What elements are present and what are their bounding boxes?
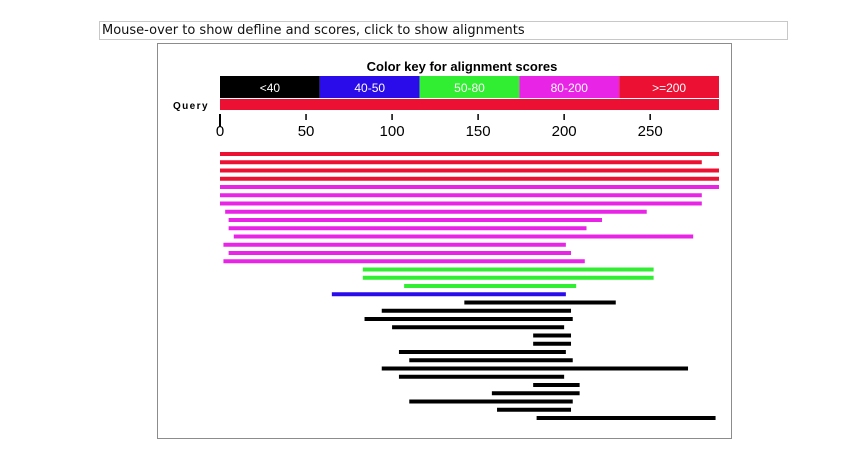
hit-bar-10[interactable] (233, 234, 694, 239)
axis-tick-label-4: 200 (552, 123, 577, 140)
axis-tick-label-0: 0 (216, 123, 224, 140)
legend-swatch-0 (220, 76, 320, 98)
hit-bar-28[interactable] (533, 383, 580, 387)
color-key-title: Color key for alignment scores (367, 59, 558, 74)
hit-bar-12[interactable] (228, 251, 572, 255)
alignment-graphic-frame: Color key for alignment scores <40 40-50 5… (157, 43, 732, 439)
axis-tick-label-5: 250 (638, 123, 663, 140)
hit-bar-20[interactable] (364, 317, 573, 321)
legend-label-1: 40-50 (354, 81, 385, 95)
legend-label-0: <40 (260, 81, 281, 95)
hit-bar-25[interactable] (409, 358, 573, 363)
hit-bar-19[interactable] (381, 308, 572, 313)
hit-bar-15[interactable] (362, 275, 654, 280)
legend-label-4: >=200 (652, 81, 686, 95)
hit-bar-26[interactable] (381, 366, 689, 371)
legend-swatch-3 (519, 76, 620, 98)
axis-tick-label-2: 100 (380, 123, 405, 140)
query-bar-rect (220, 99, 719, 110)
legend-swatch-2 (419, 76, 520, 98)
query-bar (220, 99, 719, 110)
query-axis: 0 50 100 150 200 250 (216, 114, 663, 140)
hit-bar-32[interactable] (536, 416, 716, 420)
alignment-graphic: Color key for alignment scores <40 40-50 5… (173, 59, 719, 420)
hit-bar-27[interactable] (398, 374, 565, 379)
hit-bar-7[interactable] (225, 209, 647, 214)
hit-bar-23[interactable] (533, 341, 572, 346)
legend-label-2: 50-80 (454, 81, 485, 95)
hit-bar-14[interactable] (362, 267, 654, 272)
hit-bar-8[interactable] (228, 218, 602, 222)
hit-bar-2[interactable] (220, 168, 719, 173)
hit-bar-0[interactable] (220, 152, 719, 156)
color-key-legend: <40 40-50 50-80 80-200 >=200 (220, 76, 719, 98)
hit-bar-17[interactable] (331, 292, 566, 297)
legend-swatch-4 (619, 76, 719, 98)
hit-bar-4[interactable] (220, 185, 719, 189)
hit-bar-6[interactable] (220, 201, 702, 206)
hit-bar-5[interactable] (220, 193, 702, 198)
hit-bar-9[interactable] (228, 226, 587, 231)
legend-label-3: 80-200 (551, 81, 589, 95)
hit-bar-13[interactable] (223, 259, 585, 264)
hit-bar-29[interactable] (491, 391, 580, 396)
hit-bar-16[interactable] (404, 284, 577, 288)
hit-bar-3[interactable] (220, 176, 719, 181)
hit-bars[interactable] (220, 152, 719, 420)
hit-bar-1[interactable] (220, 160, 702, 165)
hit-bar-21[interactable] (392, 325, 565, 330)
hit-bar-24[interactable] (398, 350, 566, 354)
query-label: Query (173, 101, 209, 112)
hit-bar-31[interactable] (497, 407, 572, 412)
hit-bar-11[interactable] (223, 242, 566, 247)
axis-tick-label-1: 50 (298, 123, 315, 140)
hit-bar-22[interactable] (533, 333, 572, 338)
axis-tick-label-3: 150 (466, 123, 491, 140)
hit-bar-30[interactable] (409, 399, 573, 404)
hit-bar-18[interactable] (464, 300, 616, 305)
legend-swatch-1 (319, 76, 420, 98)
mouseover-hint-bar: Mouse-over to show defline and scores, c… (99, 21, 788, 40)
